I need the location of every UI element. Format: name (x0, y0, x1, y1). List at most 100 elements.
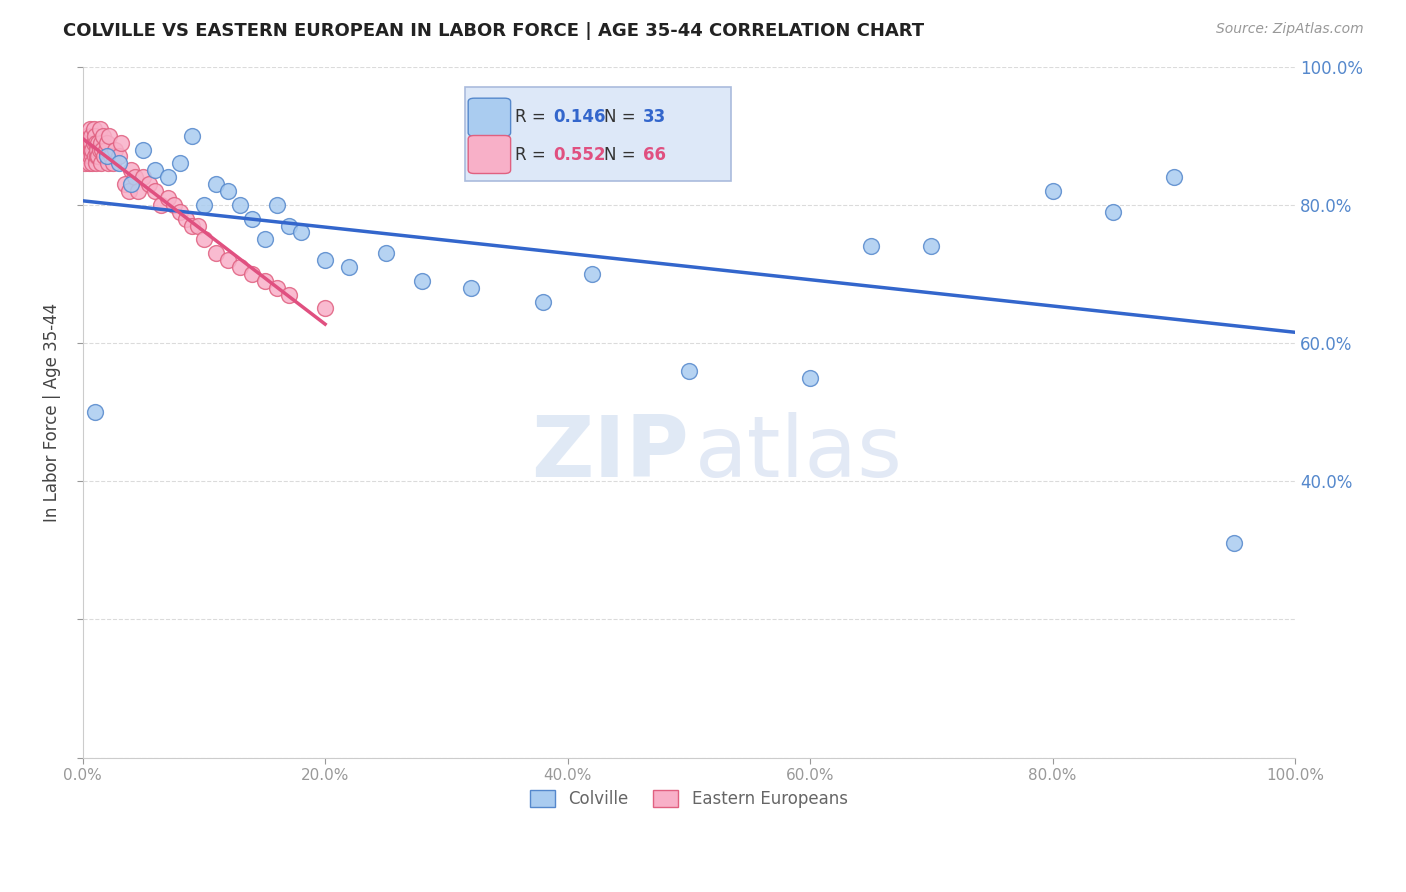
Point (83, 128, 105, 143)
Text: R =: R = (516, 145, 551, 163)
Point (124, 170, 146, 185)
Point (290, 226, 312, 240)
Point (79, 149, 101, 163)
Text: 0.552: 0.552 (553, 145, 606, 163)
Point (101, 156, 124, 170)
Point (80, 136, 103, 150)
Point (96, 149, 118, 163)
Point (118, 184, 141, 198)
Point (138, 177, 160, 191)
Text: R =: R = (516, 108, 551, 126)
Point (411, 274, 433, 288)
Point (93, 149, 115, 163)
Point (1163, 170, 1185, 185)
Point (91, 143, 114, 157)
Text: Source: ZipAtlas.com: Source: ZipAtlas.com (1216, 22, 1364, 37)
Point (314, 301, 336, 316)
Point (75, 156, 97, 170)
Point (242, 211, 264, 226)
Point (1102, 204, 1125, 219)
Point (1223, 536, 1246, 550)
Point (531, 294, 554, 309)
Point (374, 246, 396, 260)
FancyBboxPatch shape (468, 98, 510, 136)
Point (180, 219, 202, 233)
Point (132, 170, 155, 185)
Point (120, 177, 142, 191)
FancyBboxPatch shape (468, 136, 510, 174)
Y-axis label: In Labor Force | Age 35-44: In Labor Force | Age 35-44 (44, 302, 60, 522)
Point (314, 253, 336, 268)
Point (205, 177, 228, 191)
Point (337, 260, 360, 274)
Point (180, 128, 202, 143)
Point (217, 184, 239, 198)
Point (114, 177, 136, 191)
Point (73, 149, 96, 163)
Point (217, 253, 239, 268)
Point (205, 246, 228, 260)
Point (799, 370, 821, 384)
Point (266, 198, 288, 212)
Point (277, 287, 299, 301)
Point (193, 232, 215, 246)
Point (108, 156, 131, 170)
Text: COLVILLE VS EASTERN EUROPEAN IN LABOR FORCE | AGE 35-44 CORRELATION CHART: COLVILLE VS EASTERN EUROPEAN IN LABOR FO… (63, 22, 924, 40)
Point (79, 136, 101, 150)
Point (82, 156, 104, 170)
Point (84, 156, 107, 170)
Point (859, 239, 882, 253)
Point (229, 198, 252, 212)
Point (150, 198, 173, 212)
Text: N =: N = (605, 145, 641, 163)
Point (104, 143, 127, 157)
Point (242, 267, 264, 281)
Point (266, 281, 288, 295)
Point (229, 260, 252, 274)
Point (169, 156, 191, 170)
Text: 33: 33 (643, 108, 666, 126)
Point (90, 156, 112, 170)
Point (77, 156, 100, 170)
Point (156, 170, 179, 185)
Point (80, 128, 103, 143)
Point (253, 232, 276, 246)
Point (91, 128, 114, 143)
Point (83, 136, 105, 150)
Point (77, 143, 100, 157)
Point (80, 143, 103, 157)
Point (174, 211, 197, 226)
Point (87, 136, 110, 150)
FancyBboxPatch shape (464, 87, 731, 180)
Point (127, 184, 149, 198)
Point (581, 267, 603, 281)
Point (678, 364, 700, 378)
Point (460, 281, 482, 295)
Text: N =: N = (605, 108, 641, 126)
Point (98, 128, 121, 143)
Point (76, 128, 98, 143)
Point (169, 204, 191, 219)
Point (82, 143, 104, 157)
Point (83, 405, 105, 419)
Point (145, 163, 167, 178)
Text: atlas: atlas (695, 412, 903, 495)
Text: 0.146: 0.146 (553, 108, 606, 126)
Point (96, 136, 118, 150)
Point (75, 143, 97, 157)
Point (79, 121, 101, 136)
Point (277, 219, 299, 233)
Point (82, 149, 104, 163)
Point (187, 219, 209, 233)
Point (193, 198, 215, 212)
Point (253, 274, 276, 288)
Point (84, 136, 107, 150)
Point (120, 163, 142, 178)
Point (110, 136, 132, 150)
Point (83, 149, 105, 163)
Point (94, 143, 117, 157)
Point (97, 156, 120, 170)
Point (100, 149, 122, 163)
Point (89, 143, 111, 157)
Point (145, 184, 167, 198)
